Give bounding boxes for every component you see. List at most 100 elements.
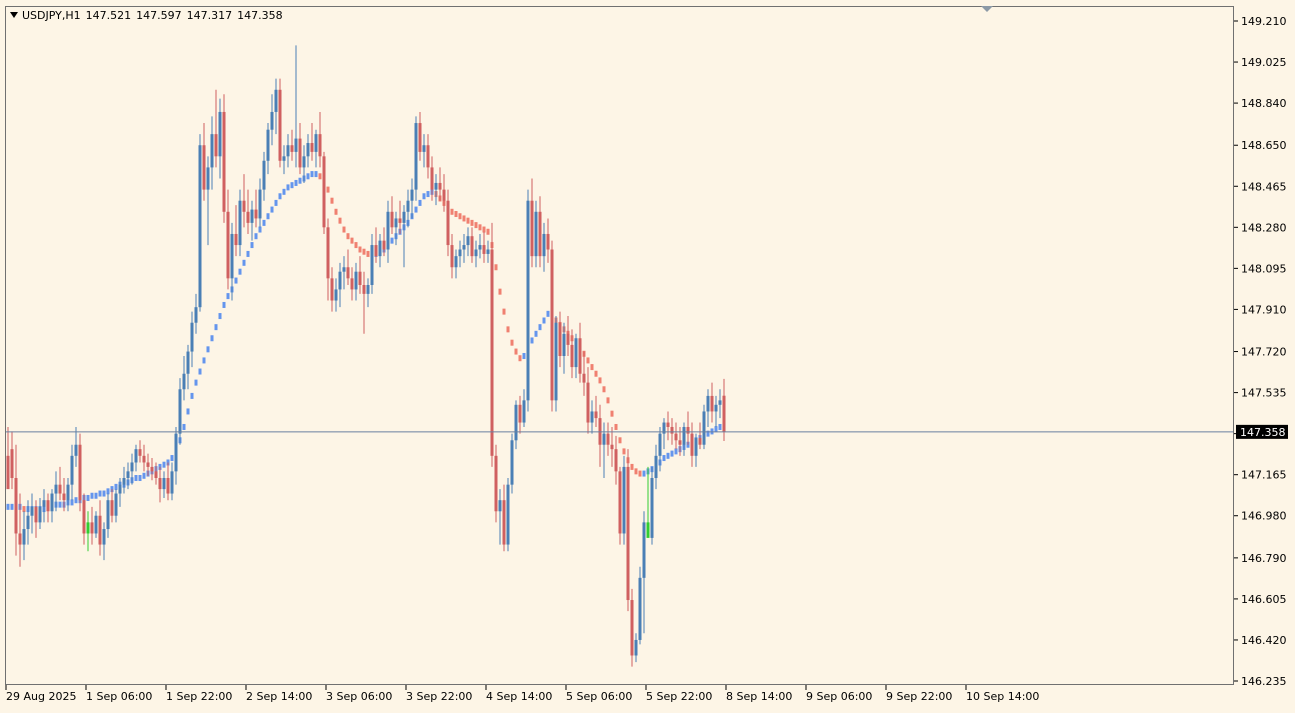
candle — [330, 267, 334, 312]
candle — [570, 329, 574, 379]
candle — [42, 489, 46, 523]
time-tick-label: 29 Aug 2025 — [6, 690, 76, 703]
candle-body — [238, 200, 242, 246]
candle-body — [334, 289, 338, 301]
candle-body — [550, 249, 554, 401]
candle — [122, 466, 126, 494]
candle — [582, 351, 586, 396]
candle-body — [386, 211, 390, 250]
candle — [718, 389, 722, 419]
candle — [390, 196, 394, 234]
candle — [230, 222, 234, 301]
candle — [174, 426, 178, 485]
candle-body — [226, 211, 230, 279]
candle-body — [78, 444, 82, 501]
candle-body — [70, 455, 74, 485]
candle — [210, 116, 214, 190]
trend-point — [534, 330, 538, 337]
candle — [610, 426, 614, 467]
candle-body — [18, 533, 22, 545]
candle-body — [286, 145, 290, 157]
candle-body — [426, 145, 430, 168]
chart-menu-icon[interactable] — [10, 12, 18, 18]
price-tick-label: 148.095 — [1241, 262, 1287, 275]
trend-point — [270, 206, 274, 213]
trend-point — [634, 468, 638, 475]
candle — [470, 227, 474, 263]
candle-body — [206, 167, 210, 190]
price-tick-label: 146.980 — [1241, 510, 1287, 523]
candle — [298, 123, 302, 175]
candle — [170, 462, 174, 501]
candle — [682, 422, 686, 456]
chart-shift-marker[interactable] — [981, 6, 993, 12]
trend-point — [354, 242, 358, 249]
trend-point — [458, 213, 462, 220]
trend-point — [418, 199, 422, 206]
svg-text:147.358: 147.358 — [1240, 426, 1286, 439]
candle-body — [214, 134, 218, 157]
candle-body — [502, 500, 506, 545]
trend-point — [86, 494, 90, 501]
trend-point — [462, 215, 466, 222]
candle — [362, 271, 366, 334]
candle — [626, 449, 630, 612]
candle-body — [470, 236, 474, 257]
trend-point — [514, 348, 518, 355]
candle-body — [662, 422, 666, 434]
candle-body — [318, 134, 322, 157]
candle-body — [166, 478, 170, 494]
candle — [270, 94, 274, 146]
candle — [378, 233, 382, 268]
candle — [358, 256, 362, 294]
candle-body — [694, 438, 698, 456]
candle-body — [22, 529, 26, 545]
candle-body — [678, 440, 682, 445]
candle-body — [578, 338, 582, 374]
trend-point — [114, 483, 118, 490]
plot-area[interactable] — [5, 6, 1234, 685]
candle — [30, 493, 34, 534]
candle — [98, 500, 102, 556]
trend-point — [530, 337, 534, 344]
time-tick-label: 3 Sep 22:00 — [406, 690, 472, 703]
candle — [650, 466, 654, 545]
candle — [438, 167, 442, 201]
candle-body — [138, 449, 142, 456]
trend-point — [366, 250, 370, 257]
candle — [90, 506, 94, 545]
candle — [290, 129, 294, 161]
candle — [466, 227, 470, 257]
time-tick-label: 9 Sep 06:00 — [806, 690, 872, 703]
time-tick-label: 8 Sep 14:00 — [726, 690, 792, 703]
time-tick-label: 3 Sep 06:00 — [326, 690, 392, 703]
candle-body — [490, 249, 494, 456]
candle-body — [650, 478, 654, 538]
candle — [370, 233, 374, 294]
trend-point — [662, 455, 666, 462]
candle-body — [102, 529, 106, 545]
candle — [622, 455, 626, 545]
candle — [434, 174, 438, 206]
trend-point — [346, 233, 350, 240]
candle — [94, 511, 98, 538]
candle-body — [254, 209, 258, 219]
trend-point — [590, 364, 594, 371]
candle-body — [666, 422, 670, 427]
candle — [454, 249, 458, 279]
trend-point — [498, 288, 502, 295]
candle — [402, 205, 406, 268]
price-axis: 149.210 149.025 148.840 148.650 148.465 148.2… — [1234, 15, 1287, 688]
candle — [418, 111, 422, 161]
trend-point — [502, 308, 506, 315]
time-tick-label: 5 Sep 06:00 — [566, 690, 632, 703]
candle — [106, 493, 110, 538]
trend-point — [258, 226, 262, 233]
price-tick-label: 147.535 — [1241, 387, 1287, 400]
candle — [254, 189, 258, 228]
candle-body — [314, 134, 318, 152]
candle — [690, 422, 694, 467]
candle — [514, 400, 518, 450]
candle-body — [358, 271, 362, 285]
